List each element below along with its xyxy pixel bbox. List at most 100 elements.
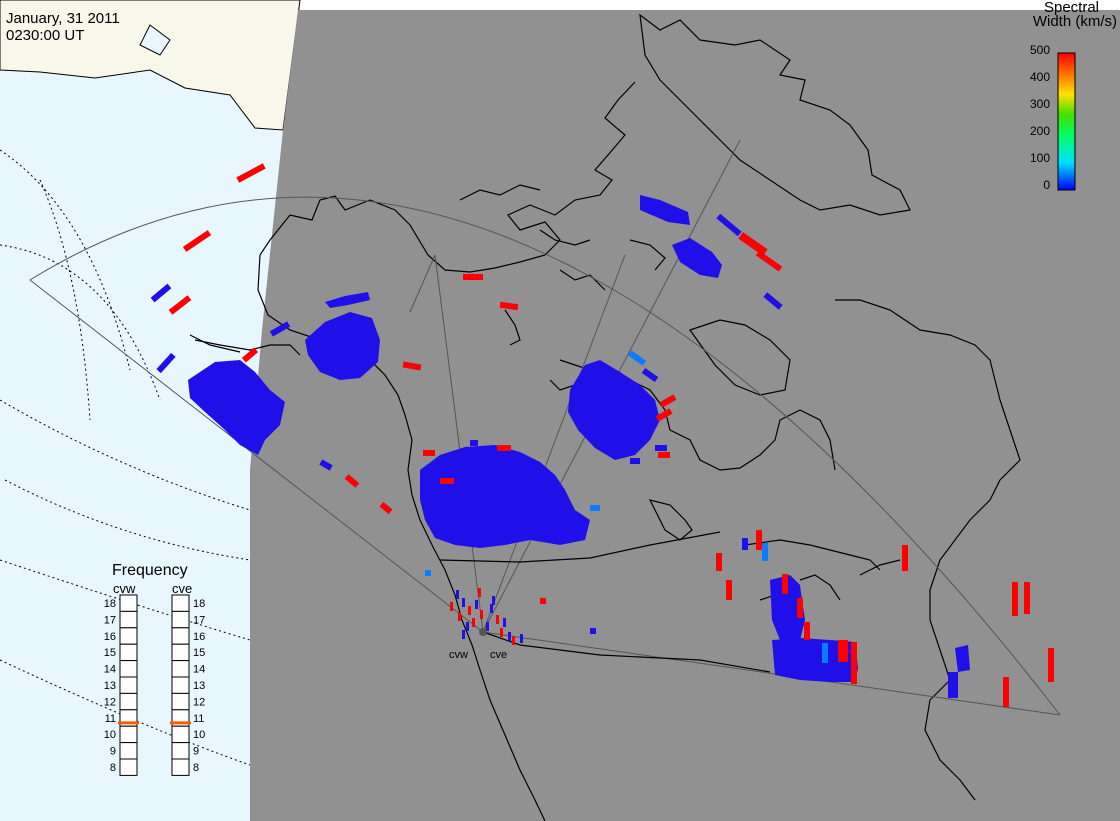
scatter-cell <box>1048 648 1054 682</box>
radar-scatter <box>150 163 1054 707</box>
frequency-tick-label: 18 <box>104 598 116 610</box>
scatter-cell <box>500 628 503 637</box>
scatter-cell <box>319 459 333 471</box>
scatter-patch <box>672 238 722 278</box>
radar-site-label-cve: cve <box>490 649 507 661</box>
frequency-tick-label: 15 <box>104 647 116 659</box>
colorbar-tick: 500 <box>1030 43 1050 57</box>
radar-site-marker <box>479 628 487 636</box>
scatter-cell <box>182 230 212 252</box>
colorbar-title-line1: Spectral <box>1044 0 1099 16</box>
frequency-tick-label: 16 <box>193 631 205 643</box>
frequency-cell <box>119 627 138 645</box>
frequency-cell <box>171 758 190 776</box>
scatter-cell <box>472 618 475 627</box>
scatter-cell <box>156 352 176 374</box>
scatter-cell <box>738 232 768 256</box>
scatter-cell <box>630 458 640 464</box>
border-line-south <box>482 631 771 673</box>
scatter-cell <box>150 283 172 303</box>
frequency-cell <box>171 742 190 760</box>
scatter-cell <box>425 570 431 576</box>
scatter-cell <box>520 634 523 643</box>
frequency-tick-label: 12 <box>193 696 205 708</box>
frequency-cell <box>119 676 138 694</box>
frequency-tick-label: 10 <box>104 729 116 741</box>
radar-site-label-cvw: cvw <box>449 649 468 661</box>
scatter-cell <box>627 350 647 366</box>
scatter-cell <box>658 452 670 458</box>
scatter-cell <box>499 301 519 311</box>
colorbar: Spectral Width (km/s) 500 400 300 200 10… <box>1030 0 1117 192</box>
scatter-cell <box>480 610 483 619</box>
scatter-patch <box>420 445 590 548</box>
scatter-cell <box>782 574 788 594</box>
scatter-cell <box>503 618 506 627</box>
scatter-cell <box>762 543 768 561</box>
frequency-tick-label: 11 <box>193 713 204 725</box>
scatter-cell <box>578 518 586 526</box>
frequency-cell <box>119 610 138 629</box>
scatter-cell <box>508 632 511 641</box>
colorbar-tick: 300 <box>1030 97 1050 111</box>
scatter-patch <box>305 312 380 380</box>
frequency-tick-label: 9 <box>193 746 199 758</box>
scatter-cell <box>1003 677 1009 707</box>
scatter-cell <box>236 163 266 183</box>
scatter-cell <box>486 622 489 631</box>
scatter-cell <box>756 530 762 550</box>
frequency-cell <box>171 692 190 711</box>
frequency-tick-label: 12 <box>104 696 116 708</box>
frequency-cell <box>119 594 138 612</box>
scatter-cell <box>462 598 465 607</box>
scatter-cell <box>797 598 803 618</box>
frequency-tick-label: 10 <box>193 729 205 741</box>
scatter-cell <box>540 598 546 604</box>
scatter-cell <box>470 440 478 446</box>
colorbar-tick: 0 <box>1043 178 1050 192</box>
scatter-cell <box>466 622 469 631</box>
scatter-cell <box>468 606 471 615</box>
scatter-patch <box>188 360 285 455</box>
frequency-cell <box>171 676 190 694</box>
scatter-cell <box>450 602 453 611</box>
scatter-cell <box>726 580 732 600</box>
frequency-tick-label: 14 <box>193 664 205 676</box>
scatter-cell <box>423 450 435 456</box>
colorbar-gradient <box>1057 52 1076 191</box>
scatter-patch <box>770 575 805 645</box>
frequency-cell <box>171 610 190 629</box>
scatter-cell <box>830 643 838 663</box>
frequency-cell <box>171 627 190 645</box>
frequency-cell <box>119 758 138 776</box>
scatter-cell <box>512 636 515 645</box>
scatter-cell <box>496 615 499 624</box>
scatter-cell <box>838 640 848 662</box>
scatter-cell <box>440 478 454 484</box>
frequency-cell <box>171 660 190 678</box>
scatter-cell <box>716 213 742 237</box>
scatter-cell <box>344 474 360 488</box>
scatter-cell <box>742 538 748 550</box>
scatter-patch <box>955 645 970 672</box>
scatter-cell <box>462 630 465 639</box>
frequency-tick-label: 8 <box>110 762 116 774</box>
border-line <box>439 531 721 563</box>
frequency-cell <box>119 725 138 744</box>
scatter-patch <box>325 292 370 308</box>
frequency-cell <box>119 660 138 678</box>
frequency-radar-label-cve: cve <box>172 581 192 596</box>
scatter-cell <box>1012 582 1018 616</box>
frequency-tick-label: 13 <box>104 680 116 692</box>
frequency-tick-label: 8 <box>193 762 199 774</box>
frequency-cell <box>119 692 138 711</box>
scatter-cell <box>458 612 461 621</box>
frequency-cell <box>171 725 190 744</box>
scatter-cell <box>655 408 673 422</box>
scatter-cell <box>475 600 478 609</box>
night-region <box>250 10 1120 821</box>
frequency-cell <box>119 643 138 662</box>
scatter-cell <box>456 590 459 599</box>
